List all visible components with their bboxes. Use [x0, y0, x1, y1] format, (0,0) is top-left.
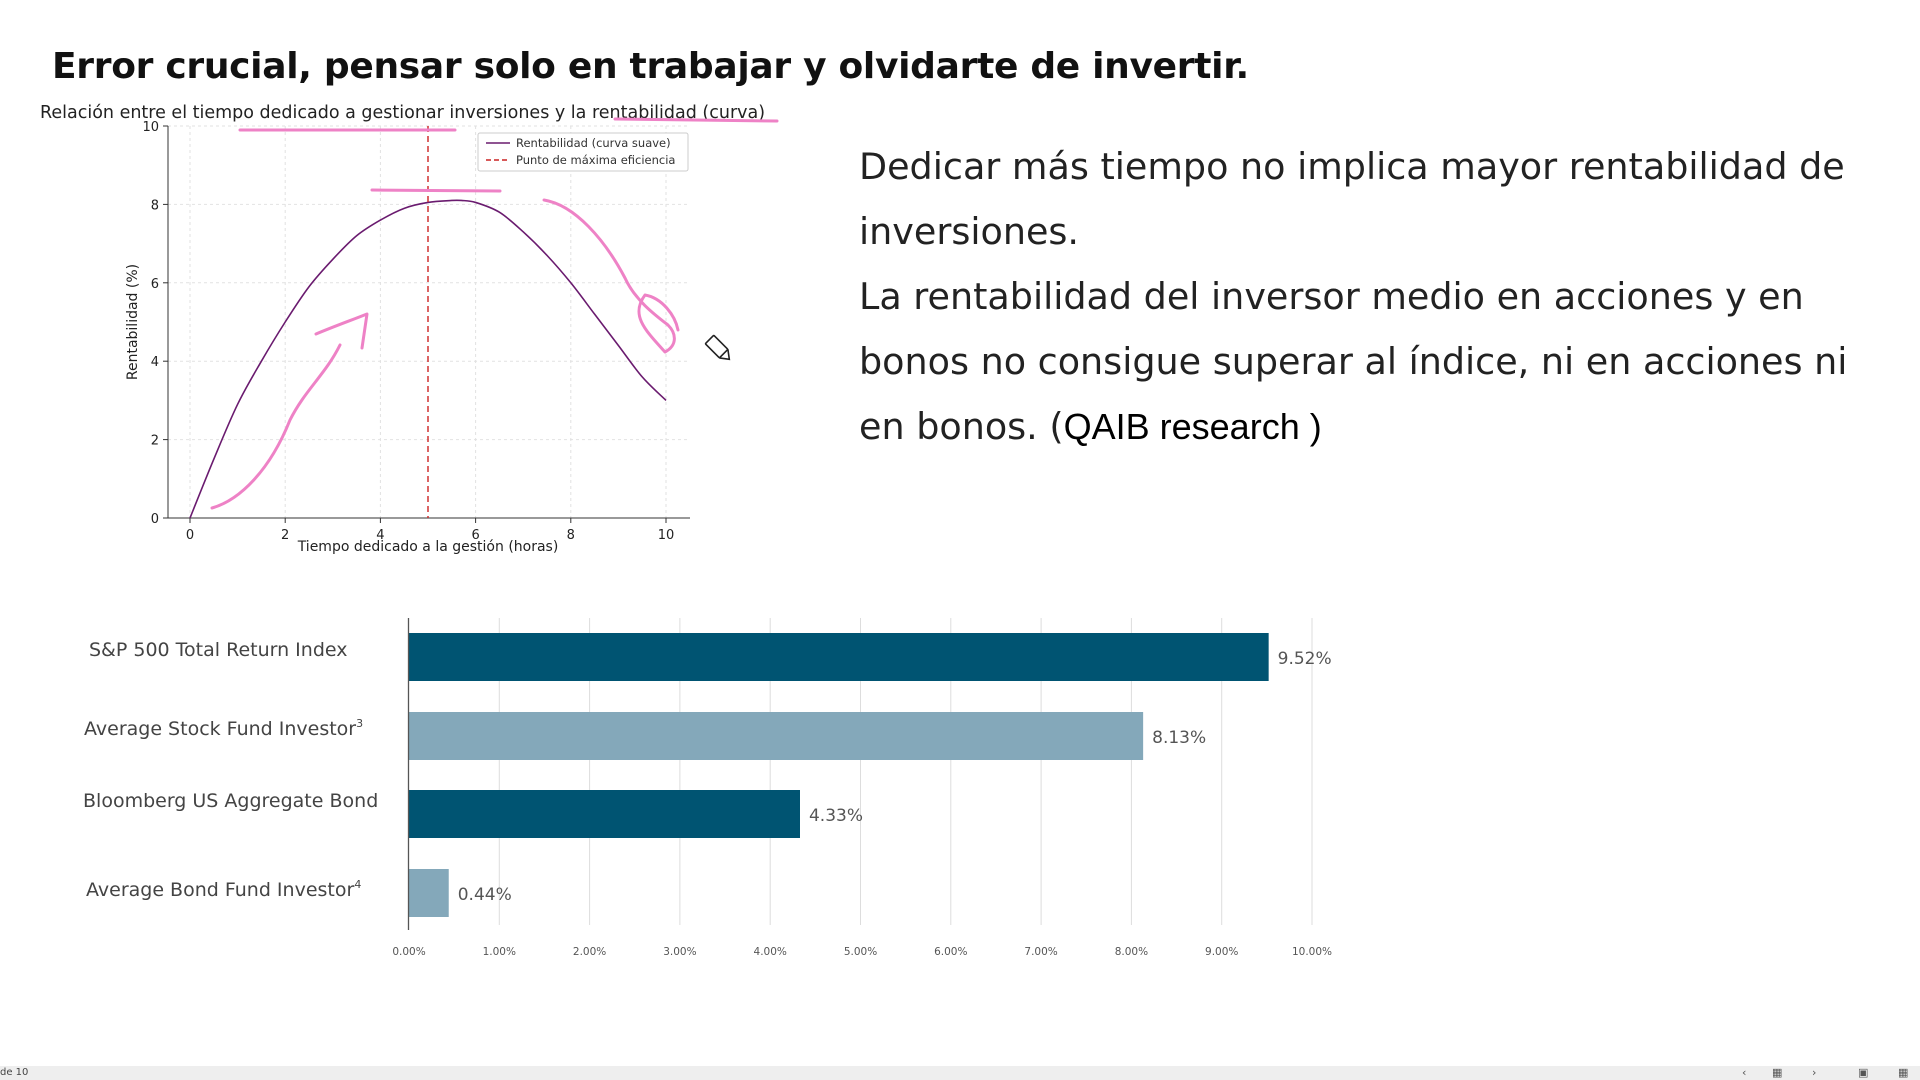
- bar-chart-xtick-9: 9.00%: [1205, 946, 1238, 958]
- notes-icon[interactable]: ▦: [1772, 1066, 1783, 1079]
- line-chart-series-curve: [189, 199, 667, 519]
- line-chart-xtick-4: 8: [567, 528, 575, 543]
- bar-chart-xtick-4: 4.00%: [754, 946, 787, 958]
- bar-chart-xtick-7: 7.00%: [1024, 946, 1057, 958]
- bar-0: [409, 633, 1269, 681]
- line-chart-xtick-5: 10: [658, 528, 675, 543]
- line-chart-ytick-3: 6: [151, 277, 159, 292]
- bar-chart-xtick-8: 8.00%: [1115, 946, 1148, 958]
- bar-value-label-3: 0.44%: [458, 885, 512, 905]
- normal-view-icon[interactable]: ▣: [1858, 1066, 1869, 1079]
- bar-chart-bars: [409, 633, 1269, 917]
- line-chart-legend: Rentabilidad (curva suave) Punto de máxi…: [477, 132, 689, 172]
- line-chart-axes: [167, 126, 690, 519]
- bar-chart-xtick-10: 10.00%: [1292, 946, 1332, 958]
- bar-chart-xtick-3: 3.00%: [663, 946, 696, 958]
- line-chart-ticks: 0 2 4 6 8 10 0 2 4 6 8 10: [142, 120, 674, 543]
- line-chart-title: Relación entre el tiempo dedicado a gest…: [40, 103, 765, 123]
- bar-value-label-0: 9.52%: [1278, 649, 1332, 669]
- bar-chart-xtick-5: 5.00%: [844, 946, 877, 958]
- pen-annotations: [210, 117, 779, 510]
- line-chart-xtick-1: 2: [281, 528, 289, 543]
- bar-category-3: Average Bond Fund Investor4: [86, 878, 361, 901]
- bar-1: [409, 712, 1144, 760]
- slide-title: Error crucial, pensar solo en trabajar y…: [52, 46, 1249, 87]
- paragraph-returns-main: La rentabilidad del inversor medio en ac…: [859, 275, 1848, 448]
- source-qaib-research: QAIB research ): [1063, 406, 1322, 447]
- line-chart-ytick-5: 10: [142, 120, 159, 135]
- bar-chart-value-labels: 9.52% 8.13% 4.33% 0.44%: [458, 649, 1332, 905]
- bar-chart-categories: S&P 500 Total Return Index Average Stock …: [83, 639, 378, 901]
- legend-label-curve: Rentabilidad (curva suave): [516, 136, 671, 150]
- next-page-icon[interactable]: ›: [1812, 1066, 1817, 1079]
- line-chart-xlabel: Tiempo dedicado a la gestión (horas): [297, 539, 559, 555]
- bar-chart-ticks: 0.00% 1.00% 2.00% 3.00% 4.00% 5.00% 6.00% 7.00%…: [392, 946, 1332, 958]
- page-indicator: de 10: [0, 1067, 29, 1078]
- previous-page-icon[interactable]: ‹: [1742, 1066, 1747, 1079]
- line-chart-ytick-2: 4: [151, 355, 159, 370]
- slide-body-text: Dedicar más tiempo no implica mayor rent…: [859, 134, 1889, 459]
- legend-label-max-line: Punto de máxima eficiencia: [516, 153, 675, 167]
- line-chart-xtick-0: 0: [186, 528, 194, 543]
- line-chart-ytick-1: 2: [151, 434, 159, 449]
- bar-value-label-1: 8.13%: [1152, 728, 1206, 748]
- bar-category-2: Bloomberg US Aggregate Bond: [83, 790, 378, 812]
- pen-cursor-icon: [704, 334, 731, 361]
- line-chart: Relación entre el tiempo dedicado a gest…: [40, 103, 779, 555]
- bar-chart-xtick-0: 0.00%: [392, 946, 425, 958]
- line-chart-xtick-3: 6: [471, 528, 479, 543]
- line-chart-grid: [168, 125, 690, 519]
- bar-chart: S&P 500 Total Return Index Average Stock …: [83, 618, 1332, 958]
- bar-2: [409, 790, 800, 838]
- bar-chart-xtick-6: 6.00%: [934, 946, 967, 958]
- paragraph-returns: La rentabilidad del inversor medio en ac…: [859, 264, 1889, 459]
- viewer-statusbar: de 10 ‹ ▦ › ▣ ▦: [0, 1066, 1920, 1080]
- bar-chart-xtick-1: 1.00%: [483, 946, 516, 958]
- line-chart-xtick-2: 4: [376, 528, 384, 543]
- grid-view-icon[interactable]: ▦: [1898, 1066, 1909, 1079]
- paragraph-time: Dedicar más tiempo no implica mayor rent…: [859, 145, 1845, 253]
- bar-category-1: Average Stock Fund Investor3: [84, 717, 363, 740]
- bar-value-label-2: 4.33%: [809, 806, 863, 826]
- bar-category-0: S&P 500 Total Return Index: [89, 639, 348, 661]
- line-chart-ytick-0: 0: [151, 512, 159, 527]
- bar-chart-xtick-2: 2.00%: [573, 946, 606, 958]
- line-chart-ytick-4: 8: [151, 198, 159, 213]
- line-chart-ylabel: Rentabilidad (%): [125, 264, 141, 380]
- bar-3: [409, 869, 449, 917]
